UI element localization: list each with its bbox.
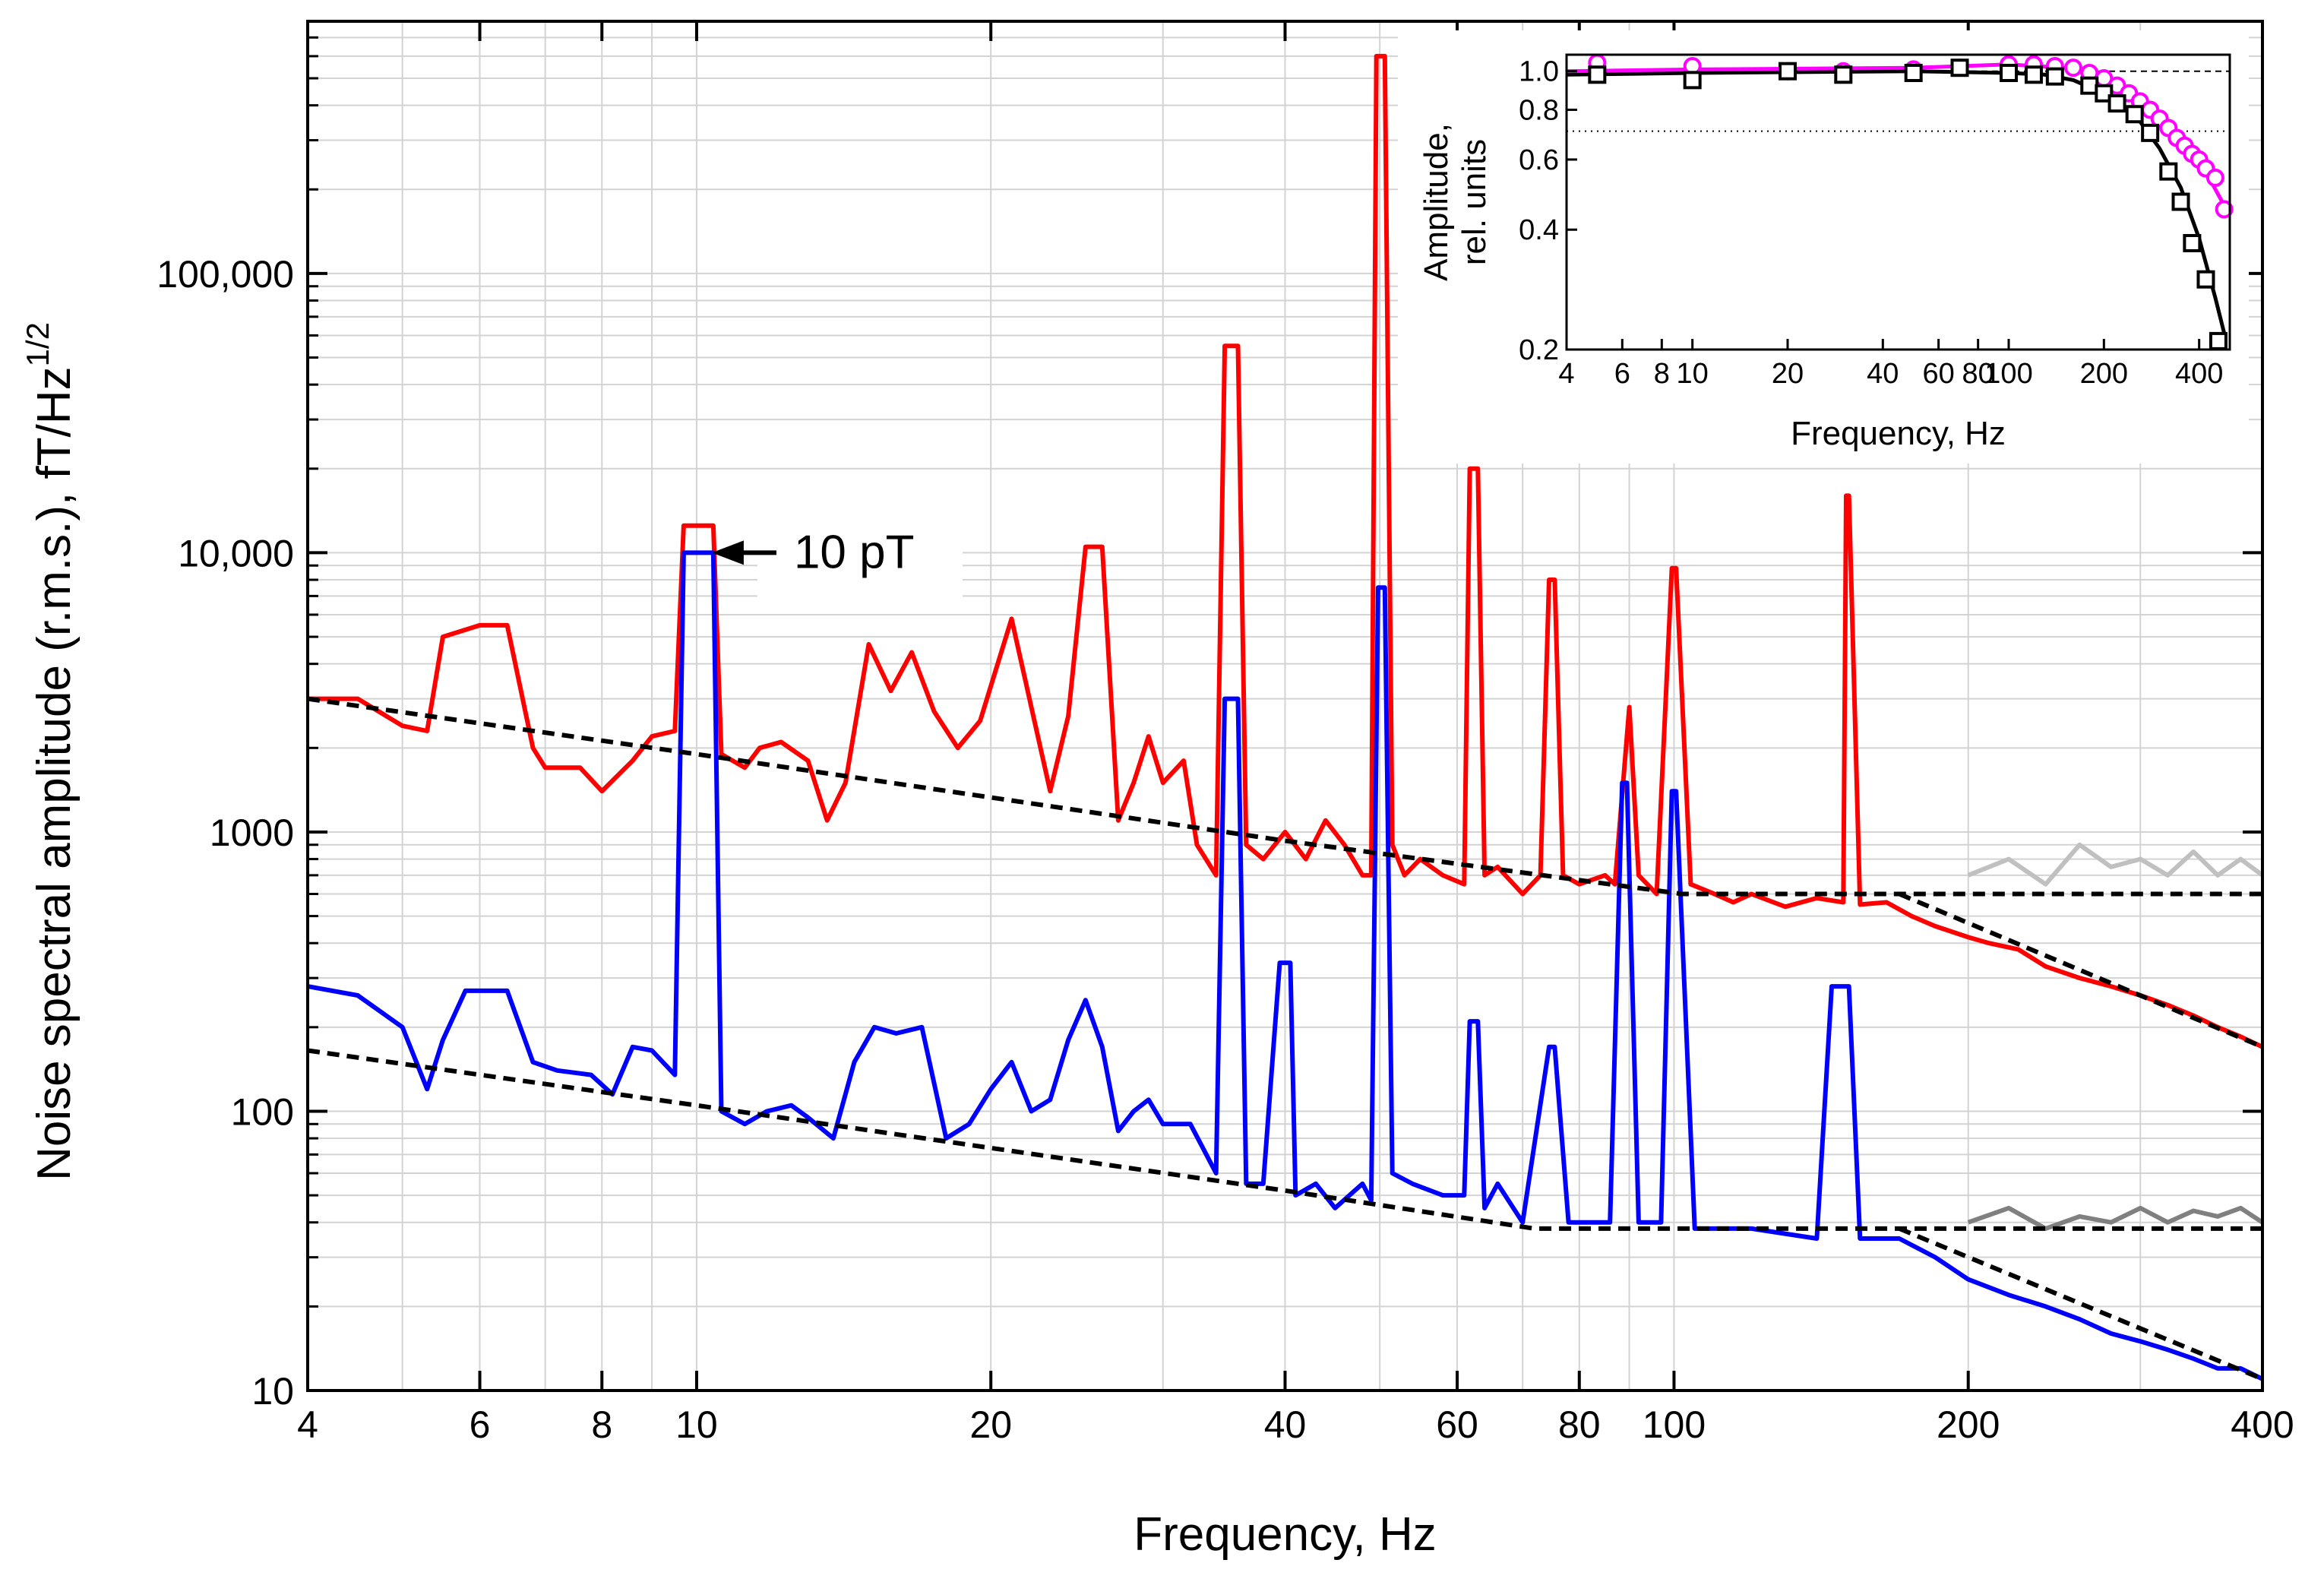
main-line-red-fit-dashed--branch bbox=[1898, 891, 2264, 1049]
inset-y-tick-label: 0.8 bbox=[1519, 94, 1559, 126]
main-y-axis-title-superscript: 1/2 bbox=[20, 322, 55, 366]
inset-x-tick-label: 4 bbox=[1558, 358, 1574, 390]
main-line-red-fit-dashed- bbox=[307, 696, 2262, 897]
inset-black-square-point bbox=[2045, 67, 2064, 86]
inset-x-tick-label: 8 bbox=[1654, 358, 1670, 390]
main-x-tick-labels: 4 6 8 10 20 40 60 80 100 200 400 bbox=[297, 1403, 2294, 1446]
main-x-tick-label: 4 bbox=[297, 1403, 318, 1446]
main-line-gray-spectrum-upper- bbox=[1967, 842, 2264, 887]
main-y-tick-labels: 10 100 1000 10,000 100,000 bbox=[157, 253, 294, 1413]
inset-black-square-point bbox=[2024, 65, 2043, 84]
inset-black-square-point bbox=[1834, 65, 1853, 84]
inset-x-axis-title: Frequency, Hz bbox=[1791, 415, 2006, 452]
inset-x-tick-label: 60 bbox=[1922, 358, 1954, 390]
inset-black-square-point bbox=[2080, 76, 2099, 95]
main-series bbox=[307, 53, 2264, 1381]
inset-y-tick-label: 1.0 bbox=[1519, 56, 1559, 88]
main-y-axis-title-text: Noise spectral amplitude (r.m.s.), fT/Hz bbox=[28, 366, 81, 1181]
main-y-tick-label: 100,000 bbox=[157, 253, 294, 296]
inset-x-tick-label: 100 bbox=[1984, 358, 2032, 390]
inset-plot-frame bbox=[1565, 53, 2231, 351]
annotation-background bbox=[757, 499, 963, 606]
main-ticks bbox=[306, 20, 2264, 1392]
main-x-tick-label: 8 bbox=[591, 1403, 612, 1446]
inset-ticks bbox=[1565, 70, 2201, 351]
inset-black-square-point bbox=[2196, 270, 2215, 289]
inset-y-axis-title-line1: Amplitude, bbox=[1418, 123, 1455, 281]
inset-x-tick-label: 20 bbox=[1772, 358, 1804, 390]
main-x-axis-title: Frequency, Hz bbox=[1134, 1508, 1437, 1561]
annotation-label: 10 pT bbox=[794, 526, 915, 578]
inset-black-square-point bbox=[1779, 62, 1797, 81]
inset-x-tick-label: 400 bbox=[2175, 358, 2223, 390]
main-plot: 4 6 8 10 20 40 60 80 100 200 400 10100100010,00010… bbox=[20, 20, 2294, 1561]
inset-black-square-point bbox=[2141, 123, 2160, 142]
inset-black-square-point bbox=[2183, 233, 2202, 252]
annotation-arrow-head bbox=[711, 540, 744, 565]
main-x-tick-label: 400 bbox=[2231, 1403, 2294, 1446]
main-x-tick-label: 6 bbox=[470, 1403, 491, 1446]
main-y-axis-title: Noise spectral amplitude (r.m.s.), fT/Hz… bbox=[20, 322, 81, 1181]
main-line-blue-fit-dashed--branch bbox=[1898, 1226, 2264, 1381]
inset-black-square-point bbox=[1588, 65, 1607, 84]
annotation-10pT: 10 pT bbox=[711, 499, 963, 606]
main-y-tick-label: 10 bbox=[251, 1370, 294, 1413]
main-x-tick-label: 60 bbox=[1436, 1403, 1478, 1446]
inset-black-square-point bbox=[2125, 105, 2144, 124]
inset-y-axis-title-line2: rel. units bbox=[1456, 139, 1493, 265]
main-line-blue-fit-dashed- bbox=[307, 1048, 2262, 1231]
inset-background bbox=[1398, 30, 2249, 464]
inset-y-tick-labels: 0.2 0.4 0.6 0.8 1.0 bbox=[1519, 56, 1559, 366]
inset-magenta-circle-point bbox=[2215, 200, 2234, 219]
main-x-tick-label: 100 bbox=[1643, 1403, 1706, 1446]
inset-black-square-point bbox=[1950, 59, 1969, 78]
main-x-tick-label: 40 bbox=[1264, 1403, 1307, 1446]
inset-black-square-point bbox=[2209, 331, 2228, 350]
inset-x-tick-label: 10 bbox=[1677, 358, 1709, 390]
main-line-gray-spectrum-lower- bbox=[1967, 1205, 2264, 1231]
inset-black-square-point bbox=[1904, 63, 1923, 82]
inset-black-square-point bbox=[1683, 71, 1702, 90]
inset-x-tick-label: 80 bbox=[1962, 358, 1994, 390]
main-y-tick-label: 10,000 bbox=[178, 532, 294, 574]
inset-magenta-circle-point bbox=[2063, 59, 2082, 78]
main-line-red-spectrum bbox=[308, 53, 2264, 1049]
inset-y-tick-label: 0.6 bbox=[1519, 144, 1559, 176]
main-x-tick-label: 200 bbox=[1937, 1403, 2000, 1446]
inset-x-tick-label: 40 bbox=[1867, 358, 1899, 390]
inset-black-square-point bbox=[2171, 192, 2190, 211]
main-x-tick-label: 80 bbox=[1558, 1403, 1601, 1446]
main-y-tick-label: 100 bbox=[231, 1090, 294, 1133]
main-y-tick-label: 1000 bbox=[210, 812, 294, 854]
main-x-tick-label: 10 bbox=[675, 1403, 718, 1446]
inset-black-square-point bbox=[2095, 84, 2114, 103]
main-x-tick-label: 20 bbox=[969, 1403, 1012, 1446]
inset-magenta-circle-point bbox=[2205, 168, 2224, 187]
inset-y-tick-label: 0.2 bbox=[1519, 334, 1559, 366]
inset-black-square-point bbox=[2107, 94, 2126, 113]
inset-black-square-point bbox=[2159, 162, 2178, 181]
inset-x-tick-label: 6 bbox=[1614, 358, 1630, 390]
inset-y-tick-label: 0.4 bbox=[1519, 214, 1559, 246]
inset-series bbox=[1566, 53, 2234, 350]
inset-black-square-point bbox=[2000, 63, 2018, 82]
inset-x-tick-label: 200 bbox=[2080, 358, 2128, 390]
main-line-blue-spectrum bbox=[307, 550, 2264, 1381]
